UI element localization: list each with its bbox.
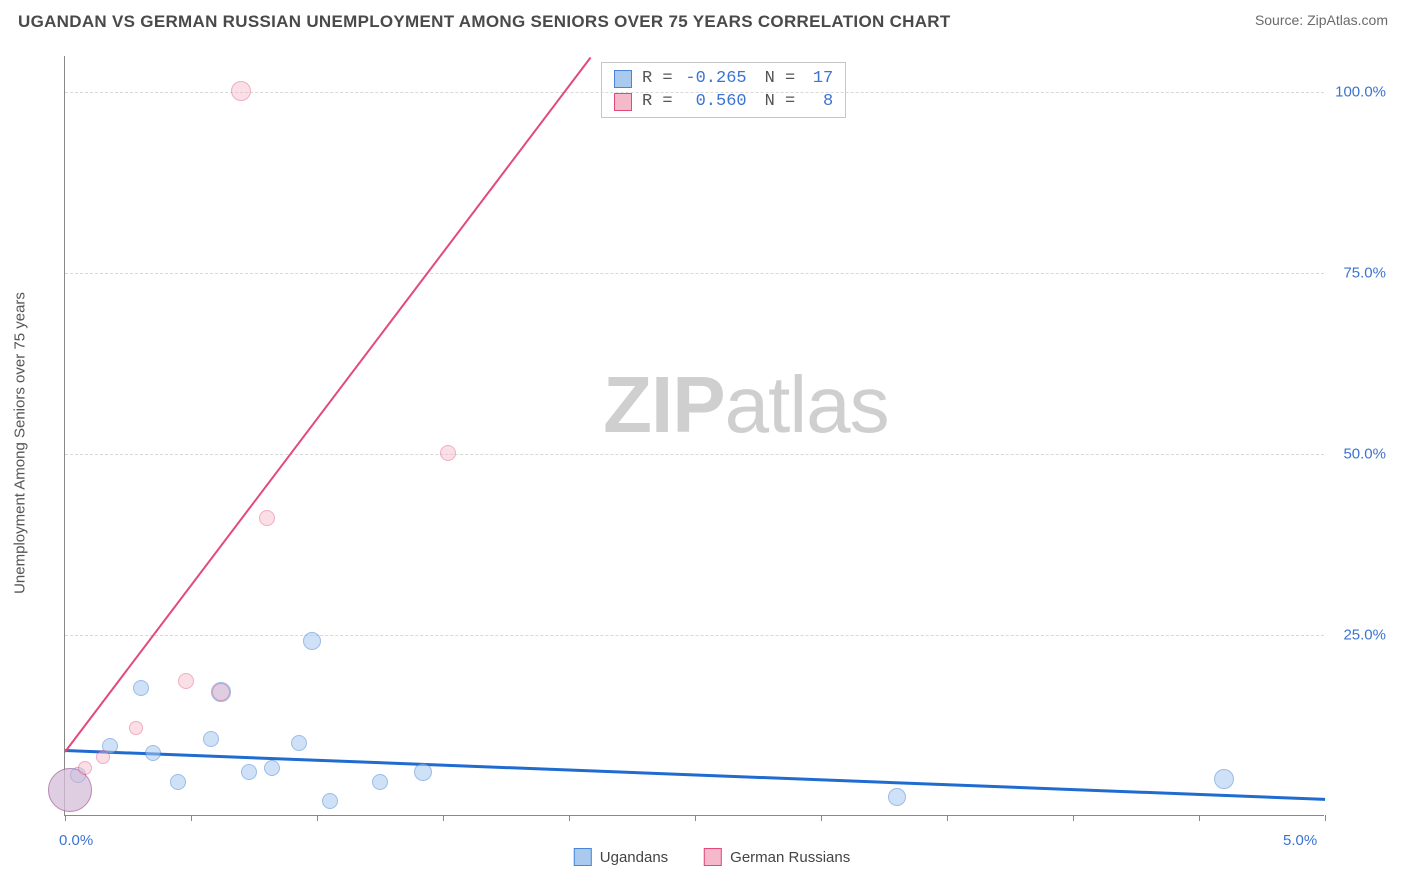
- data-point: [231, 81, 251, 101]
- x-tick: [191, 815, 192, 821]
- legend-label: German Russians: [730, 849, 850, 866]
- data-point: [888, 788, 906, 806]
- x-tick: [569, 815, 570, 821]
- data-point: [303, 632, 321, 650]
- x-tick: [1199, 815, 1200, 821]
- data-point: [170, 774, 186, 790]
- stats-row: R = 0.560 N = 8: [602, 90, 845, 113]
- data-point: [1214, 769, 1234, 789]
- x-tick: [1073, 815, 1074, 821]
- x-tick: [65, 815, 66, 821]
- watermark: ZIPatlas: [603, 359, 888, 451]
- data-point: [212, 683, 230, 701]
- data-point: [264, 760, 280, 776]
- data-point: [145, 745, 161, 761]
- stats-swatch: [614, 70, 632, 88]
- stats-n-value: 17: [805, 69, 833, 88]
- stats-n-label: N =: [765, 92, 796, 111]
- y-tick-label: 100.0%: [1335, 84, 1386, 101]
- chart-title: UGANDAN VS GERMAN RUSSIAN UNEMPLOYMENT A…: [18, 12, 951, 32]
- legend-label: Ugandans: [600, 849, 668, 866]
- gridline: [65, 454, 1324, 455]
- stats-n-label: N =: [765, 69, 796, 88]
- x-tick: [947, 815, 948, 821]
- x-tick: [443, 815, 444, 821]
- data-point: [322, 793, 338, 809]
- data-point: [259, 510, 275, 526]
- legend-swatch: [704, 848, 722, 866]
- data-point: [96, 750, 110, 764]
- legend-item: Ugandans: [574, 848, 668, 866]
- legend: Ugandans German Russians: [574, 848, 850, 866]
- gridline: [65, 273, 1324, 274]
- stats-r-label: R =: [642, 92, 673, 111]
- y-tick-label: 25.0%: [1343, 627, 1386, 644]
- x-tick-label: 0.0%: [59, 832, 93, 849]
- stats-r-label: R =: [642, 69, 673, 88]
- stats-r-value: 0.560: [683, 92, 747, 111]
- x-tick-label: 5.0%: [1283, 832, 1317, 849]
- source-attribution: Source: ZipAtlas.com: [1255, 12, 1388, 28]
- y-tick-label: 50.0%: [1343, 446, 1386, 463]
- watermark-bold: ZIP: [603, 360, 724, 449]
- y-tick-label: 75.0%: [1343, 265, 1386, 282]
- y-axis-label: Unemployment Among Seniors over 75 years: [12, 292, 29, 594]
- stats-row: R = -0.265 N = 17: [602, 67, 845, 90]
- stats-n-value: 8: [805, 92, 833, 111]
- x-tick: [317, 815, 318, 821]
- data-point: [440, 445, 456, 461]
- stats-swatch: [614, 93, 632, 111]
- stats-box: R = -0.265 N = 17 R = 0.560 N = 8: [601, 62, 846, 118]
- plot-area: ZIPatlas R = -0.265N = 17R = 0.560N = 8 …: [64, 56, 1324, 816]
- x-tick: [1325, 815, 1326, 821]
- data-point: [372, 774, 388, 790]
- x-tick: [695, 815, 696, 821]
- data-point: [203, 731, 219, 747]
- regression-line-1: [64, 56, 592, 752]
- stats-r-value: -0.265: [683, 69, 747, 88]
- data-point: [178, 673, 194, 689]
- legend-swatch: [574, 848, 592, 866]
- data-point: [78, 761, 92, 775]
- data-point: [414, 763, 432, 781]
- x-tick: [821, 815, 822, 821]
- data-point: [129, 721, 143, 735]
- data-point: [241, 764, 257, 780]
- data-point: [291, 735, 307, 751]
- watermark-light: atlas: [725, 360, 889, 449]
- chart-container: Unemployment Among Seniors over 75 years…: [42, 48, 1382, 838]
- data-point: [133, 680, 149, 696]
- gridline: [65, 635, 1324, 636]
- gridline: [65, 92, 1324, 93]
- legend-item: German Russians: [704, 848, 850, 866]
